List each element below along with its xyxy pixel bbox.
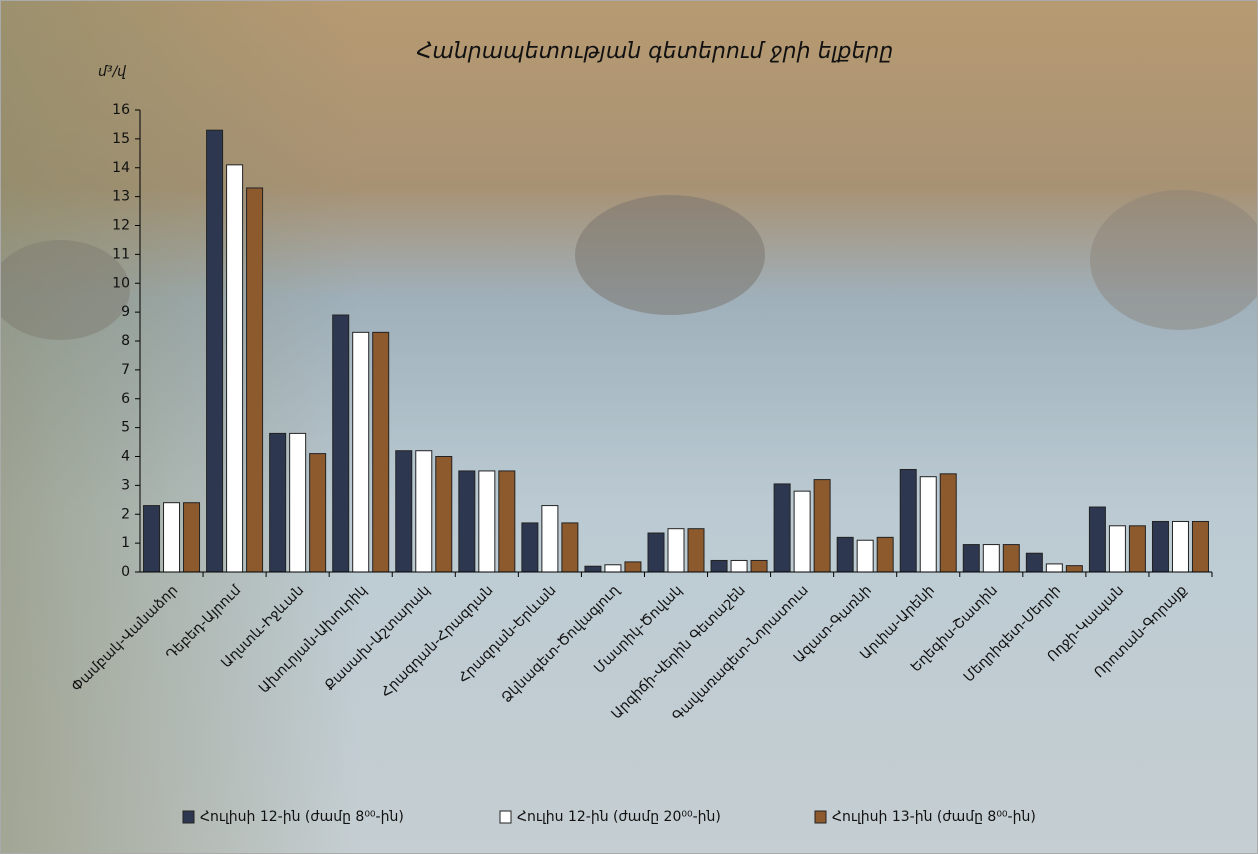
bar [876, 536, 894, 573]
bar [395, 450, 413, 573]
bar [1108, 525, 1126, 573]
bar [1128, 525, 1146, 573]
bar [352, 331, 370, 573]
y-tick-label: 9 [121, 304, 130, 320]
bar [226, 164, 244, 573]
y-tick-label: 6 [121, 391, 130, 407]
y-tick-label: 8 [121, 333, 130, 349]
bar [982, 544, 1000, 573]
bar [1171, 520, 1189, 573]
bar [458, 470, 476, 573]
y-tick-label: 16 [112, 102, 130, 118]
bar [1025, 552, 1043, 573]
y-tick-label: 13 [112, 189, 130, 205]
legend-label: Հուլիսի 13-ին (ժամը 8⁰⁰-ին) [832, 809, 1036, 825]
bar [647, 532, 665, 573]
background-rock [0, 240, 130, 340]
bar [1065, 565, 1083, 573]
bar [541, 505, 559, 573]
bar [813, 479, 831, 573]
bar [687, 528, 705, 573]
bar [919, 476, 937, 573]
bar [521, 522, 539, 573]
bar [163, 502, 181, 573]
bar [143, 505, 161, 573]
bar [750, 559, 768, 573]
y-tick-label: 1 [121, 535, 130, 551]
y-tick-label: 7 [121, 362, 130, 378]
bar [624, 561, 642, 573]
bar [1045, 563, 1063, 573]
bar [584, 565, 602, 573]
legend-swatch [814, 810, 827, 824]
bar [309, 453, 327, 573]
bar [604, 564, 622, 573]
bar [561, 522, 579, 573]
chart-title: Հանրապետության գետերում ջրի ելքերը [417, 39, 894, 64]
bar [962, 544, 980, 573]
bar [856, 539, 874, 573]
bar [332, 314, 350, 573]
bar [206, 129, 224, 573]
y-axis-label: մ³/վ [98, 64, 126, 80]
legend-label: Հուլիսի 12-ին (ժամը 8⁰⁰-ին) [200, 809, 404, 825]
bar [478, 470, 496, 573]
bar [730, 559, 748, 573]
y-tick-label: 2 [121, 506, 130, 522]
y-tick-label: 0 [121, 564, 130, 580]
bar [1088, 506, 1106, 573]
legend-label: Հուլիս 12-ին (ժամը 20⁰⁰-ին) [517, 809, 721, 825]
y-tick-label: 15 [112, 131, 130, 147]
bar [498, 470, 516, 573]
y-tick-label: 10 [112, 275, 130, 291]
y-tick-label: 14 [112, 160, 130, 176]
bar [435, 456, 453, 573]
bar [793, 490, 811, 573]
bar [939, 473, 957, 573]
bar [836, 536, 854, 573]
bar [246, 187, 264, 573]
y-tick-label: 5 [121, 420, 130, 436]
background-bank [0, 0, 360, 854]
y-tick-label: 4 [121, 449, 130, 465]
legend-swatch [182, 810, 195, 824]
bar [667, 528, 685, 573]
bar [899, 468, 917, 573]
bar [1191, 520, 1209, 573]
y-tick-label: 3 [121, 477, 130, 493]
legend-swatch [499, 810, 512, 824]
bar [289, 432, 307, 573]
y-tick-label: 11 [112, 246, 130, 262]
bar [372, 331, 390, 573]
bar [710, 559, 728, 573]
background-rock [575, 195, 765, 315]
bar [773, 483, 791, 573]
bar [1151, 520, 1169, 573]
background-rock [1090, 190, 1258, 330]
bar [1002, 544, 1020, 573]
y-tick-label: 12 [112, 218, 130, 234]
bar [183, 502, 201, 573]
bar [415, 450, 433, 573]
bar [269, 432, 287, 573]
